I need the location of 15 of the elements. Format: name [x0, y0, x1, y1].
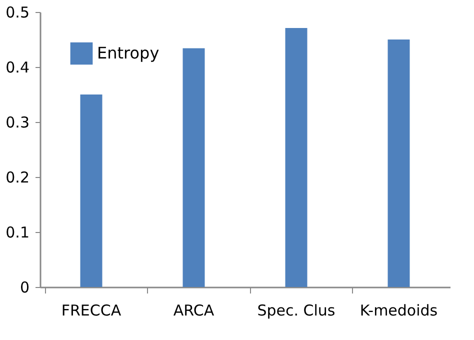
y-tick-label: 0.3	[6, 114, 30, 132]
y-tick-label: 0.2	[6, 168, 30, 186]
bar	[388, 40, 410, 287]
bar	[182, 48, 205, 287]
legend-label: Entropy	[97, 44, 160, 62]
bar	[80, 94, 102, 287]
x-tick-label: Spec. Clus	[257, 302, 336, 320]
x-tick-label: K-medoids	[360, 302, 438, 320]
y-tick-label: 0	[20, 278, 30, 296]
y-tick-label: 0.1	[6, 224, 30, 242]
x-tick-label: FRECCA	[61, 302, 122, 320]
x-tick-label: ARCA	[173, 302, 215, 320]
y-tick-label: 0.5	[6, 4, 30, 22]
y-tick-label: 0.4	[6, 58, 30, 76]
bar	[285, 28, 308, 287]
